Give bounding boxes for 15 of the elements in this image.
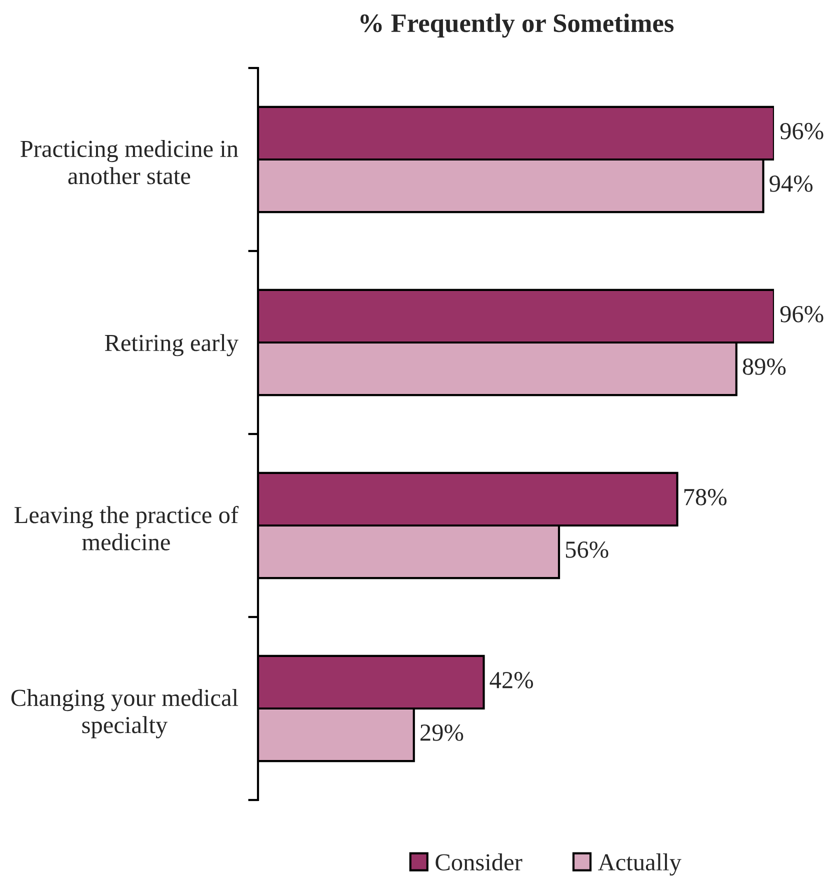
y-tick-label: Leaving the practice of medicine — [14, 506, 239, 550]
data-label: 78% — [684, 488, 727, 506]
data-label: 56% — [566, 541, 608, 558]
y-tick-label: Practicing medicine in another state — [20, 140, 238, 184]
data-label: 42% — [490, 672, 534, 688]
data-label: 29% — [420, 724, 464, 741]
legend-label: Actually — [598, 853, 682, 876]
data-label: 94% — [770, 175, 813, 192]
data-label: 89% — [742, 358, 786, 375]
y-tick-label: Retiring early — [104, 334, 238, 356]
data-label: 96% — [780, 306, 824, 322]
y-tick-label: Changing your medical specialty — [11, 689, 238, 738]
legend-label: Consider — [436, 853, 522, 871]
data-label: 96% — [780, 122, 824, 140]
chart-title: % Frequently or Sometimes — [360, 14, 674, 38]
